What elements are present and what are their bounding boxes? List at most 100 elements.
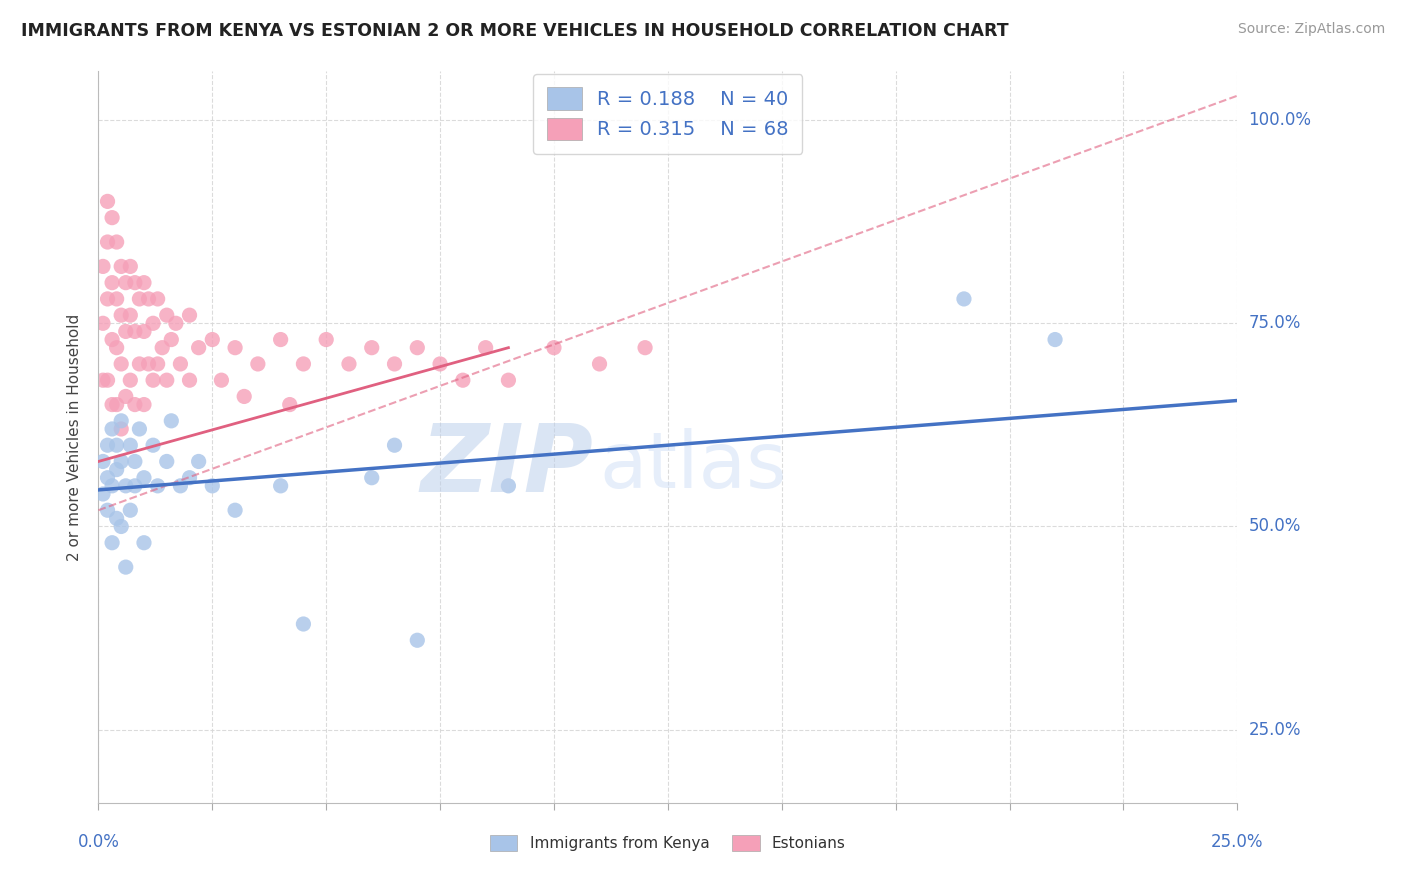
Point bbox=[91, 487, 114, 501]
Point bbox=[110, 519, 132, 533]
Point bbox=[96, 438, 118, 452]
Point bbox=[150, 341, 173, 355]
Text: 50.0%: 50.0% bbox=[1249, 517, 1301, 535]
Point bbox=[588, 357, 610, 371]
Text: atlas: atlas bbox=[599, 428, 787, 504]
Point bbox=[96, 503, 118, 517]
Point bbox=[187, 341, 209, 355]
Text: Source: ZipAtlas.com: Source: ZipAtlas.com bbox=[1237, 22, 1385, 37]
Point bbox=[384, 438, 406, 452]
Text: ZIP: ZIP bbox=[420, 420, 593, 512]
Point bbox=[124, 454, 146, 468]
Point bbox=[120, 373, 142, 387]
Point bbox=[156, 308, 179, 322]
Point bbox=[1043, 333, 1066, 347]
Point bbox=[132, 471, 155, 485]
Point bbox=[114, 389, 136, 403]
Point bbox=[101, 422, 124, 436]
Point bbox=[96, 373, 118, 387]
Point bbox=[138, 292, 160, 306]
Point bbox=[474, 341, 496, 355]
Point bbox=[114, 325, 136, 339]
Point bbox=[384, 357, 406, 371]
Point bbox=[124, 325, 146, 339]
Point bbox=[292, 617, 315, 632]
Point bbox=[179, 471, 201, 485]
Point bbox=[187, 454, 209, 468]
Point bbox=[120, 438, 142, 452]
Point bbox=[142, 373, 165, 387]
Point bbox=[101, 333, 124, 347]
Point bbox=[96, 292, 118, 306]
Point bbox=[132, 325, 155, 339]
Point bbox=[101, 276, 124, 290]
Point bbox=[315, 333, 337, 347]
Point bbox=[96, 471, 118, 485]
Point bbox=[146, 292, 169, 306]
Point bbox=[142, 438, 165, 452]
Text: 25.0%: 25.0% bbox=[1211, 833, 1264, 851]
Point bbox=[201, 479, 224, 493]
Point bbox=[96, 235, 118, 249]
Point bbox=[105, 235, 128, 249]
Point bbox=[360, 341, 382, 355]
Point bbox=[169, 479, 191, 493]
Point bbox=[105, 398, 128, 412]
Point bbox=[105, 511, 128, 525]
Point bbox=[96, 194, 118, 209]
Text: 100.0%: 100.0% bbox=[1249, 112, 1312, 129]
Point bbox=[160, 333, 183, 347]
Point bbox=[233, 389, 256, 403]
Point bbox=[146, 357, 169, 371]
Point bbox=[101, 211, 124, 225]
Text: 75.0%: 75.0% bbox=[1249, 314, 1301, 333]
Point bbox=[160, 414, 183, 428]
Point bbox=[128, 357, 150, 371]
Point bbox=[105, 292, 128, 306]
Point bbox=[120, 260, 142, 274]
Text: IMMIGRANTS FROM KENYA VS ESTONIAN 2 OR MORE VEHICLES IN HOUSEHOLD CORRELATION CH: IMMIGRANTS FROM KENYA VS ESTONIAN 2 OR M… bbox=[21, 22, 1008, 40]
Point bbox=[105, 438, 128, 452]
Point bbox=[165, 316, 187, 330]
Point bbox=[101, 535, 124, 549]
Point bbox=[270, 333, 292, 347]
Point bbox=[132, 535, 155, 549]
Point bbox=[124, 398, 146, 412]
Point bbox=[132, 276, 155, 290]
Point bbox=[429, 357, 451, 371]
Point bbox=[110, 422, 132, 436]
Point bbox=[114, 560, 136, 574]
Text: 25.0%: 25.0% bbox=[1249, 721, 1301, 739]
Point bbox=[124, 479, 146, 493]
Point bbox=[209, 373, 232, 387]
Point bbox=[110, 414, 132, 428]
Point bbox=[110, 308, 132, 322]
Point bbox=[292, 357, 315, 371]
Point bbox=[543, 341, 565, 355]
Point bbox=[201, 333, 224, 347]
Point bbox=[101, 479, 124, 493]
Point bbox=[270, 479, 292, 493]
Point bbox=[142, 316, 165, 330]
Point bbox=[278, 398, 301, 412]
Point bbox=[110, 260, 132, 274]
Point bbox=[156, 373, 179, 387]
Point bbox=[224, 503, 246, 517]
Point bbox=[124, 276, 146, 290]
Point bbox=[114, 276, 136, 290]
Point bbox=[224, 341, 246, 355]
Point bbox=[156, 454, 179, 468]
Point bbox=[120, 503, 142, 517]
Point bbox=[110, 454, 132, 468]
Point bbox=[953, 292, 976, 306]
Point bbox=[406, 633, 429, 648]
Point bbox=[337, 357, 360, 371]
Point bbox=[101, 398, 124, 412]
Point bbox=[451, 373, 474, 387]
Point bbox=[110, 357, 132, 371]
Point bbox=[179, 373, 201, 387]
Point bbox=[91, 454, 114, 468]
Point bbox=[105, 341, 128, 355]
Point bbox=[498, 479, 520, 493]
Point bbox=[91, 316, 114, 330]
